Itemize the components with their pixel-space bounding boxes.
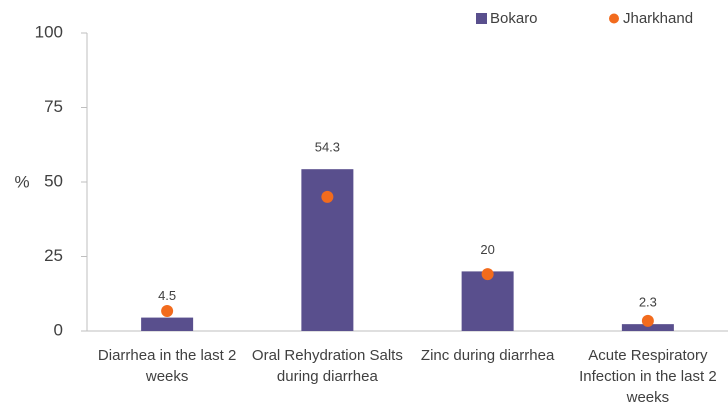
y-tick-label: 25 (44, 246, 63, 265)
y-axis-label: % (14, 172, 29, 191)
bar (141, 317, 194, 331)
legend-swatch (476, 13, 487, 24)
legend-label: Jharkhand (623, 10, 693, 27)
bar (621, 324, 674, 331)
dot (161, 305, 174, 318)
dot (321, 190, 334, 203)
data-label: 2.3 (639, 295, 657, 310)
legend-swatch (609, 13, 619, 24)
x-tick-label: Acute Respiratory Infection in the last … (579, 347, 717, 406)
y-tick-label: 100 (35, 22, 63, 41)
y-tick-label: 50 (44, 171, 63, 190)
y-tick-label: 75 (44, 97, 63, 116)
data-label: 20 (480, 242, 494, 257)
dot (481, 268, 494, 281)
x-tick-label: Oral Rehydration Salts during diarrhea (251, 347, 403, 385)
x-tick-label: Diarrhea in the last 2 weeks (97, 347, 237, 385)
dot (641, 314, 654, 327)
legend-label: Bokaro (490, 10, 538, 27)
data-label: 4.5 (158, 288, 176, 303)
bar (461, 271, 514, 331)
x-tick-label: Zinc during diarrhea (420, 347, 555, 364)
data-label: 54.3 (315, 140, 340, 155)
y-tick-label: 0 (54, 320, 63, 339)
